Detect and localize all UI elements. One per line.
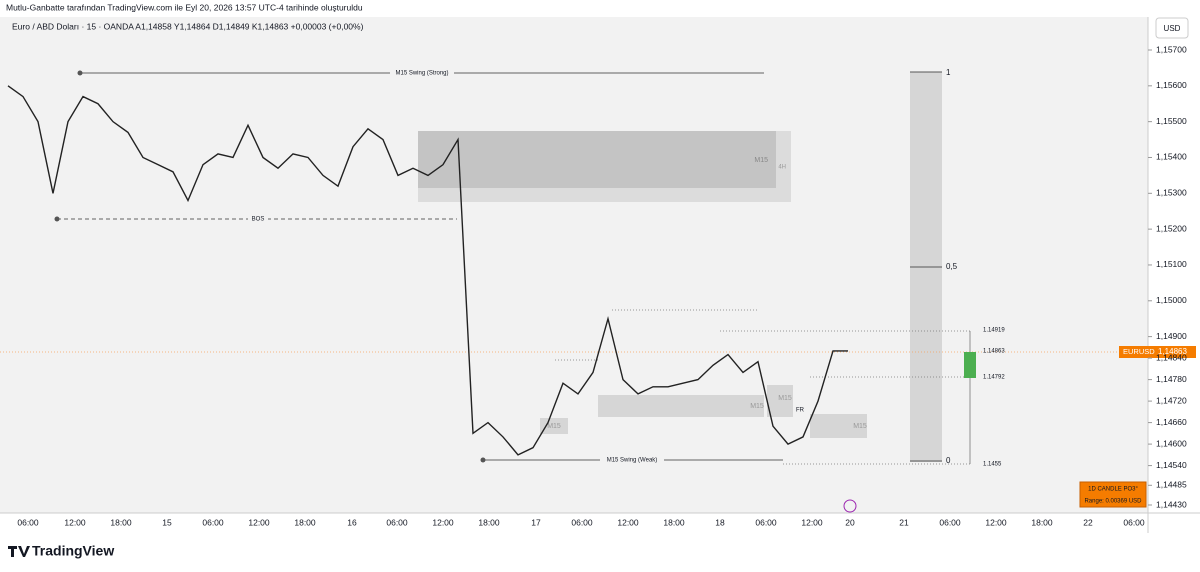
bos-label: BOS	[252, 217, 265, 223]
axes: 1,15700 1,15600 1,15500 1,15400 1,15300 1,152…	[17, 44, 1187, 527]
y-tick-label: 1,15700	[1156, 44, 1187, 54]
price-level: 1.1455	[983, 462, 1002, 468]
zone-m15	[540, 418, 568, 434]
x-tick-label: 20	[845, 517, 855, 527]
zone-label: M15	[754, 157, 768, 164]
x-tick-label: 12:00	[248, 517, 270, 527]
zone-m15	[810, 414, 867, 438]
zone-m15	[767, 385, 793, 417]
symbol-tag: EURUSD	[1123, 347, 1155, 356]
y-tick-label: 1,14660	[1156, 417, 1187, 427]
label-bg	[600, 455, 664, 465]
y-tick-label: 1,14900	[1156, 331, 1187, 341]
x-tick-label: 15	[162, 517, 172, 527]
swing-point	[480, 457, 486, 463]
y-tick-label: 1,15200	[1156, 223, 1187, 233]
y-tick-label: 1,14430	[1156, 499, 1187, 509]
currency: USD	[1164, 24, 1181, 33]
y-tick-label: 1,15600	[1156, 80, 1187, 90]
x-tick-label: 06:00	[939, 517, 961, 527]
po3-box	[1079, 481, 1147, 508]
y-tick-label: 1,15100	[1156, 259, 1187, 269]
x-tick-label: 06:00	[755, 517, 777, 527]
x-tick-label: 12:00	[64, 517, 86, 527]
swing-point	[77, 70, 83, 76]
x-tick-label: 18:00	[1031, 517, 1053, 527]
y-tick-label: 1,14485	[1156, 480, 1187, 490]
swing-weak-label: M15 Swing (Weak)	[607, 458, 658, 464]
currency-button[interactable]	[1155, 17, 1189, 39]
zone-label: M15	[778, 395, 792, 402]
x-tick-label: 12:00	[801, 517, 823, 527]
y-tick-label: 1,15000	[1156, 295, 1187, 305]
zone-label: M15	[547, 423, 561, 430]
zone-m15	[418, 131, 776, 188]
y-tick-label: 1,15300	[1156, 188, 1187, 198]
x-tick-label: 17	[531, 517, 541, 527]
x-tick-label: 18:00	[478, 517, 500, 527]
y-tick-label: 1,14600	[1156, 438, 1187, 448]
price-level: 1.14919	[983, 328, 1005, 334]
x-tick-label: 06:00	[571, 517, 593, 527]
x-tick-label: 18:00	[294, 517, 316, 527]
x-tick-label: 06:00	[386, 517, 408, 527]
x-tick-label: 18:00	[110, 517, 132, 527]
x-tick-label: 18:00	[663, 517, 685, 527]
po3-candle	[964, 352, 976, 378]
x-tick-label: 16	[347, 517, 357, 527]
fr-label: FR	[796, 408, 805, 414]
price-level: 1.14863	[983, 349, 1005, 355]
swing-strong-label: M15 Swing (Strong)	[395, 71, 448, 77]
last-price: 1,14863	[1158, 347, 1187, 356]
x-tick-label: 06:00	[17, 517, 39, 527]
price-level: 1.14792	[983, 375, 1005, 381]
y-tick-label: 1,14780	[1156, 374, 1187, 384]
x-tick-label: 12:00	[985, 517, 1007, 527]
x-tick-label: 22	[1083, 517, 1093, 527]
y-tick-label: 1,15400	[1156, 152, 1187, 162]
bos-point	[54, 216, 60, 222]
event-icon[interactable]	[843, 499, 857, 513]
fib-level: 0,5	[946, 262, 958, 271]
x-tick-label: 21	[899, 517, 909, 527]
x-tick-label: 06:00	[1123, 517, 1145, 527]
x-tick-label: 18	[715, 517, 725, 527]
chart-area	[0, 17, 1148, 513]
zone-label: M15	[750, 403, 764, 410]
attribution: Mutlu-Ganbatte tarafından TradingView.co…	[6, 2, 363, 12]
logo-mark	[8, 546, 30, 557]
label-bg	[390, 68, 454, 78]
symbol-info: Euro / ABD Doları · 15 · OANDA A1,14858 …	[12, 21, 364, 31]
x-tick-label: 12:00	[617, 517, 639, 527]
zone-m15	[598, 395, 764, 417]
logo-text: TradingView	[32, 543, 114, 559]
y-tick-label: 1,14720	[1156, 395, 1187, 405]
po3-title: 1D CANDLE PO3°	[1088, 487, 1138, 493]
y-tick-label: 1,15500	[1156, 116, 1187, 126]
fib-level: 1	[946, 68, 951, 77]
fib-level: 0	[946, 456, 951, 465]
y-tick-label: 1,14540	[1156, 460, 1187, 470]
zone-label: 4H	[778, 165, 786, 171]
zone-label: M15	[853, 423, 867, 430]
x-tick-label: 06:00	[202, 517, 224, 527]
po3-range: Range: 0.00369 USD	[1084, 499, 1142, 505]
x-tick-label: 12:00	[432, 517, 454, 527]
label-bg	[248, 214, 268, 224]
y-tick-label: 1,14840	[1156, 352, 1187, 362]
price-tag	[1119, 346, 1196, 358]
price-line	[7, 85, 848, 456]
